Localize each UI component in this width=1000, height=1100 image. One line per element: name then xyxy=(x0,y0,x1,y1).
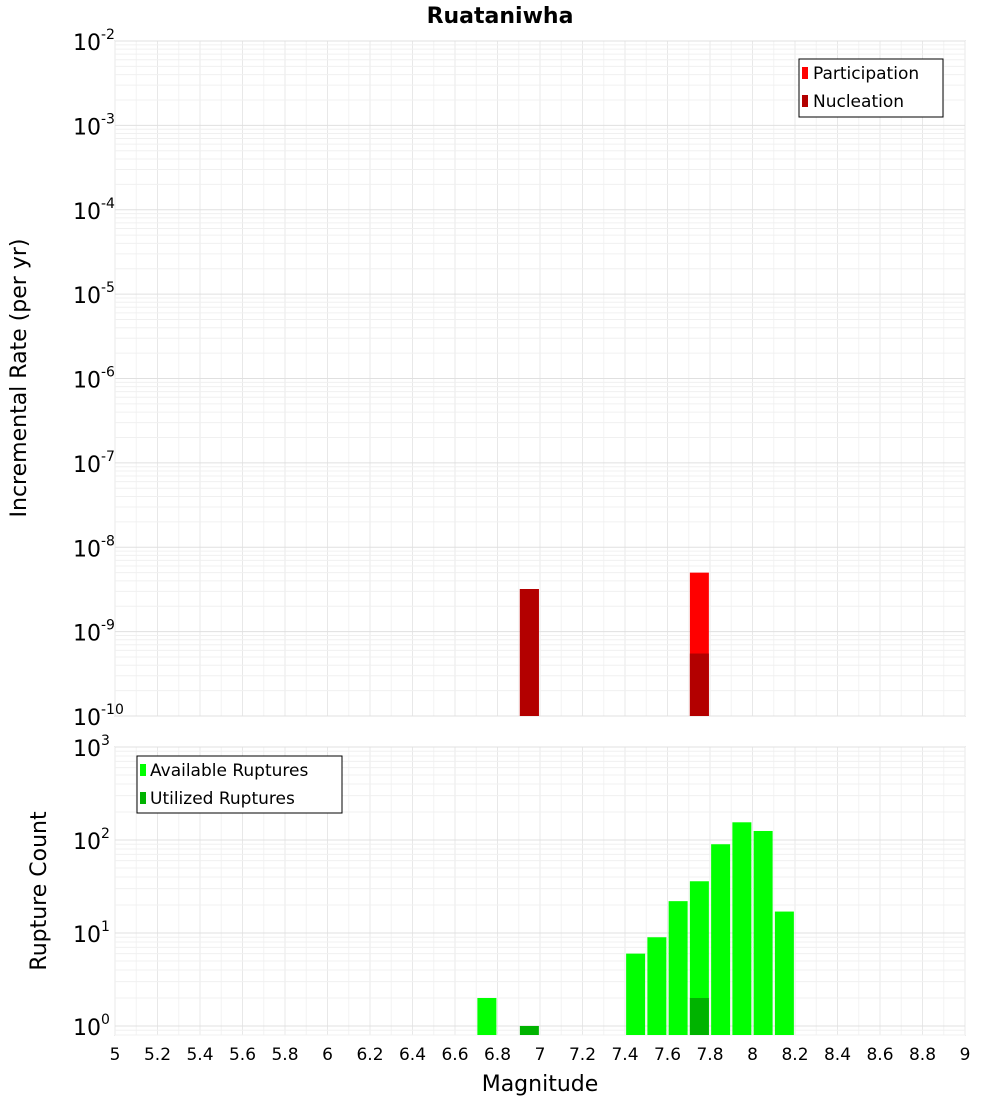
x-tick-label: 7.6 xyxy=(654,1045,681,1065)
x-tick-label: 5.4 xyxy=(186,1045,213,1065)
top-gridlines xyxy=(114,40,966,717)
bottom-legend: Available Ruptures Utilized Ruptures xyxy=(136,755,343,814)
x-tick-label: 7 xyxy=(535,1045,546,1065)
top-y-tick-label: 10-9 xyxy=(73,618,115,647)
rupture-bar-s1 xyxy=(647,937,667,1035)
rate-bar-s2 xyxy=(519,589,539,716)
rupture-bar-s1 xyxy=(668,901,688,1035)
x-tick-label: 8.2 xyxy=(781,1045,808,1065)
top-legend-box xyxy=(798,58,944,118)
legend-label-nucleation: Nucleation xyxy=(813,92,904,112)
legend-label-participation: Participation xyxy=(813,64,919,84)
top-y-tick-label: 10-3 xyxy=(73,111,115,140)
bottom-y-tick-label: 101 xyxy=(73,919,110,948)
x-tick-labels: 5 5.2 5.4 5.6 5.8 6 6.2 6.4 6.6 6.8 7 7.2 7.4 7.6 7.8 8… xyxy=(110,1045,971,1065)
rupture-bar-s1 xyxy=(732,822,752,1035)
rupture-bar-s1 xyxy=(477,997,497,1035)
top-y-tick-label: 10-2 xyxy=(73,27,115,56)
legend-swatch-participation xyxy=(802,67,808,79)
x-tick-label: 6.2 xyxy=(356,1045,383,1065)
top-y-tick-label: 10-5 xyxy=(73,280,115,309)
rupture-bar-s1 xyxy=(689,881,709,1035)
x-tick-label: 8.8 xyxy=(909,1045,936,1065)
top-y-axis-label: Incremental Rate (per yr) xyxy=(7,239,32,518)
x-tick-label: 6 xyxy=(322,1045,333,1065)
rupture-bar-s1 xyxy=(753,830,773,1035)
top-y-tick-label: 10-6 xyxy=(73,365,115,394)
bottom-legend-box xyxy=(136,755,343,814)
legend-label-utilized: Utilized Ruptures xyxy=(150,789,295,809)
rupture-bar-s2 xyxy=(519,1025,539,1035)
top-legend: Participation Nucleation xyxy=(798,58,944,118)
legend-swatch-utilized xyxy=(140,792,146,804)
rupture-bar-s2 xyxy=(689,997,709,1035)
rate-bar-s2 xyxy=(689,653,709,716)
legend-swatch-available xyxy=(140,764,146,776)
x-tick-label: 6.4 xyxy=(399,1045,426,1065)
x-tick-label: 5 xyxy=(110,1045,121,1065)
x-tick-label: 5.6 xyxy=(229,1045,256,1065)
x-tick-label: 9 xyxy=(960,1045,971,1065)
rupture-bar-s1 xyxy=(626,953,646,1035)
x-tick-label: 7.4 xyxy=(611,1045,638,1065)
chart-title: Ruataniwha xyxy=(427,4,574,29)
x-tick-label: 7.8 xyxy=(696,1045,723,1065)
bottom-y-tick-label: 103 xyxy=(73,733,110,762)
bottom-y-axis-label: Rupture Count xyxy=(27,811,52,971)
bottom-bars xyxy=(477,822,794,1035)
top-bars xyxy=(519,572,709,716)
top-y-tick-label: 10-10 xyxy=(73,702,124,731)
top-y-tick-label: 10-4 xyxy=(73,196,115,225)
top-y-tick-labels: 10-2 10-3 10-4 10-5 10-6 10-7 10-8 10-9 10-10 xyxy=(73,27,124,731)
x-tick-label: 8.6 xyxy=(866,1045,893,1065)
x-tick-label: 8.4 xyxy=(824,1045,851,1065)
x-tick-label: 7.2 xyxy=(569,1045,596,1065)
rupture-bar-s1 xyxy=(711,844,731,1035)
x-tick-label: 6.8 xyxy=(484,1045,511,1065)
legend-swatch-nucleation xyxy=(802,95,808,107)
legend-label-available: Available Ruptures xyxy=(150,761,308,781)
bottom-y-tick-label: 102 xyxy=(73,826,110,855)
top-y-tick-label: 10-8 xyxy=(73,533,115,562)
x-tick-label: 5.8 xyxy=(271,1045,298,1065)
bottom-y-tick-labels: 103 102 101 100 xyxy=(73,733,110,1041)
x-tick-label: 5.2 xyxy=(144,1045,171,1065)
x-tick-label: 6.6 xyxy=(441,1045,468,1065)
bottom-y-tick-label: 100 xyxy=(73,1012,110,1041)
rupture-bar-s1 xyxy=(774,911,794,1035)
x-tick-label: 8 xyxy=(747,1045,758,1065)
x-axis-label: Magnitude xyxy=(482,1072,599,1097)
top-y-tick-label: 10-7 xyxy=(73,449,115,478)
